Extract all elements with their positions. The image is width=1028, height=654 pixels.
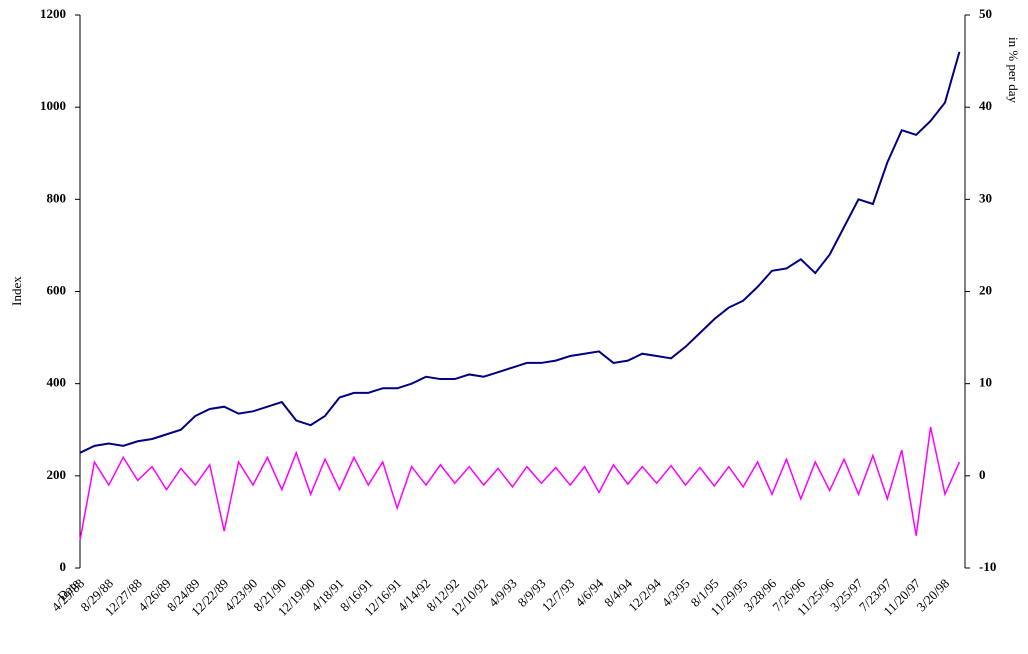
y-tick-label: 400: [47, 375, 67, 390]
y2-tick-label: 20: [979, 282, 992, 297]
y2-tick-label: 50: [979, 6, 992, 21]
x-tick-label: 4/6/94: [572, 575, 606, 609]
y-axis-title: Index: [9, 276, 24, 306]
y2-tick-label: 40: [979, 98, 992, 113]
y2-tick-label: 10: [979, 375, 992, 390]
y2-tick-label: -10: [979, 559, 996, 574]
y2-axis-title: in % per day: [1006, 37, 1021, 104]
y-tick-label: 800: [47, 190, 67, 205]
y-tick-label: 1200: [40, 6, 66, 21]
y2-tick-label: 0: [979, 467, 986, 482]
x-tick-label: 3/20/98: [914, 576, 953, 615]
y-tick-label: 0: [60, 559, 67, 574]
y-tick-label: 600: [47, 282, 67, 297]
x-tick-label: 12/7/93: [539, 576, 578, 615]
x-tick-label: 12/2/94: [625, 575, 664, 614]
x-tick-label: 4/9/93: [486, 576, 520, 610]
x-tick-label: 4/3/95: [659, 576, 693, 610]
y-tick-label: 1000: [40, 98, 66, 113]
y-tick-label: 200: [47, 467, 67, 482]
y2-tick-label: 30: [979, 190, 992, 205]
series-line: [79, 426, 961, 541]
series-line: [79, 51, 961, 454]
